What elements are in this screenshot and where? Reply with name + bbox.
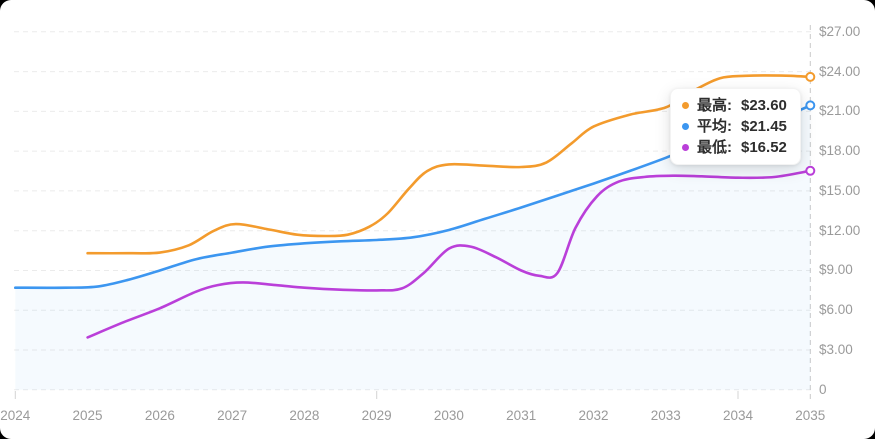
y-axis-label: 0: [819, 381, 827, 397]
average-series-dot-icon: [682, 123, 689, 130]
x-axis-label: 2033: [650, 408, 681, 423]
x-axis-label: 2029: [361, 408, 392, 423]
tooltip-value: $23.60: [741, 97, 787, 114]
x-axis-label: 2027: [217, 408, 248, 423]
chart-tooltip: 最高: $23.60 平均: $21.45 最低: $16.52: [670, 88, 801, 165]
x-axis-label: 2031: [506, 408, 537, 423]
tooltip-row-low: 最低: $16.52: [682, 137, 787, 158]
tooltip-label: 最低:: [697, 139, 732, 156]
y-axis-label: $6.00: [819, 302, 853, 318]
y-axis-label: $27.00: [819, 23, 861, 39]
series-endpoint-marker-low[interactable]: [805, 165, 816, 176]
y-axis-label: $3.00: [819, 342, 853, 358]
x-axis-label: 2030: [433, 408, 464, 423]
series-area-average: [15, 105, 811, 390]
tooltip-value: $21.45: [741, 118, 787, 135]
y-axis-label: $18.00: [819, 143, 861, 159]
y-axis-label: $9.00: [819, 262, 853, 278]
x-axis-label: 2032: [578, 408, 609, 423]
tooltip-row-average: 平均: $21.45: [682, 116, 787, 137]
series-endpoint-marker-high[interactable]: [805, 71, 816, 82]
x-axis-label: 2028: [289, 408, 320, 423]
low-series-dot-icon: [682, 144, 689, 151]
tooltip-row-high: 最高: $23.60: [682, 95, 787, 116]
series-line-low[interactable]: [86, 169, 812, 339]
y-axis-label: $15.00: [819, 182, 861, 198]
series-endpoint-marker-average[interactable]: [805, 100, 816, 111]
tooltip-value: $16.52: [741, 139, 787, 156]
x-axis-label: 2025: [72, 408, 103, 423]
y-axis-label: $21.00: [819, 103, 861, 119]
x-axis-label: 2024: [0, 408, 31, 423]
high-series-dot-icon: [682, 102, 689, 109]
x-axis-label: 2034: [722, 408, 754, 423]
x-axis-label: 2026: [144, 408, 175, 423]
x-axis-label: 2035: [795, 408, 826, 423]
tooltip-label: 最高:: [697, 97, 732, 114]
y-axis-label: $24.00: [819, 63, 861, 79]
tooltip-label: 平均:: [697, 118, 732, 135]
y-axis-label: $12.00: [819, 222, 861, 238]
